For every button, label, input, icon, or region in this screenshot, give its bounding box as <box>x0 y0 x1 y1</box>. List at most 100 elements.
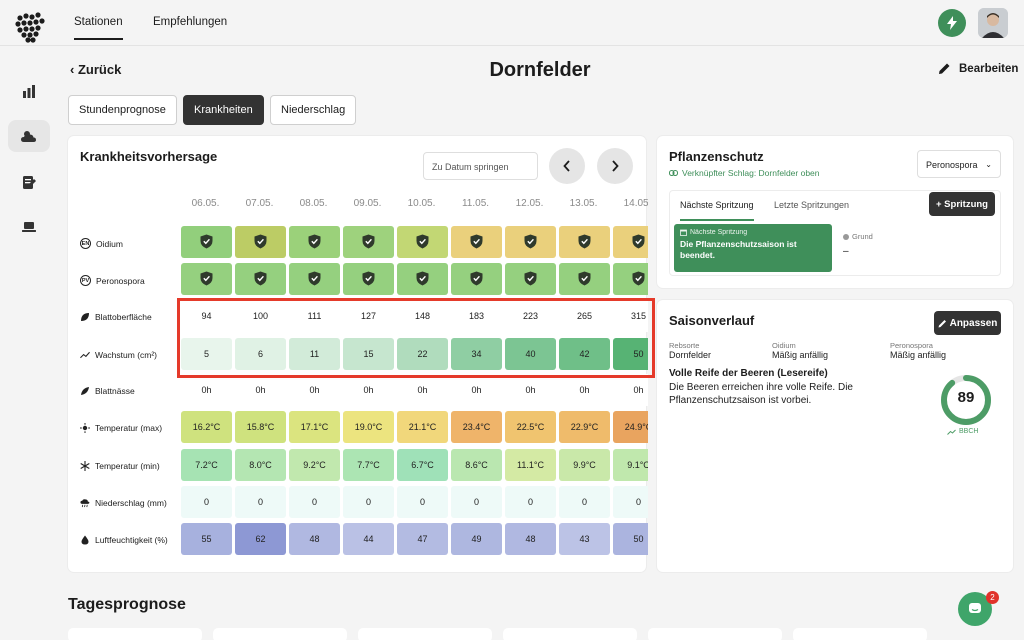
value-cell[interactable]: 48 <box>289 523 340 555</box>
value-cell[interactable]: 15.8°C <box>235 411 286 443</box>
linked-plot[interactable]: Verknüpfter Schlag: Dornfelder oben <box>669 168 820 178</box>
tab-last-spray[interactable]: Letzte Spritzungen <box>774 200 850 210</box>
daily-card[interactable] <box>358 628 492 640</box>
value-cell[interactable]: 0 <box>451 486 502 518</box>
risk-cell[interactable] <box>613 263 648 295</box>
sidebar-item-weather[interactable] <box>8 120 50 152</box>
value-cell[interactable]: 11.1°C <box>505 449 556 481</box>
value-cell[interactable]: 11 <box>289 338 340 370</box>
risk-cell[interactable] <box>451 226 502 258</box>
risk-cell[interactable] <box>343 226 394 258</box>
risk-cell[interactable] <box>613 226 648 258</box>
tab-krankheiten[interactable]: Krankheiten <box>183 95 264 125</box>
risk-cell[interactable] <box>289 263 340 295</box>
next-button[interactable] <box>597 148 633 184</box>
value-cell[interactable]: 0h <box>451 374 502 406</box>
risk-cell[interactable] <box>289 226 340 258</box>
value-cell[interactable]: 0h <box>181 374 232 406</box>
value-cell[interactable]: 0h <box>397 374 448 406</box>
risk-cell[interactable] <box>397 263 448 295</box>
value-cell[interactable]: 9.9°C <box>559 449 610 481</box>
tab-niederschlag[interactable]: Niederschlag <box>270 95 357 125</box>
value-cell[interactable]: 6 <box>235 338 286 370</box>
risk-cell[interactable] <box>559 263 610 295</box>
value-cell[interactable]: 0 <box>181 486 232 518</box>
adjust-button[interactable]: Anpassen <box>934 311 1001 335</box>
add-spray-button[interactable]: + Spritzung <box>929 192 995 216</box>
value-cell[interactable]: 22.5°C <box>505 411 556 443</box>
tab-next-spray[interactable]: Nächste Spritzung <box>680 200 754 221</box>
grape-logo-icon[interactable] <box>12 10 48 46</box>
value-cell[interactable]: 0h <box>613 374 648 406</box>
value-cell[interactable]: 265 <box>559 300 610 332</box>
value-cell[interactable]: 0 <box>235 486 286 518</box>
back-link[interactable]: ‹ Zurück <box>70 62 121 77</box>
value-cell[interactable]: 34 <box>451 338 502 370</box>
value-cell[interactable]: 8.6°C <box>451 449 502 481</box>
tab-empfehlungen[interactable]: Empfehlungen <box>153 16 228 28</box>
value-cell[interactable]: 0h <box>559 374 610 406</box>
value-cell[interactable]: 40 <box>505 338 556 370</box>
sidebar-item-charts[interactable] <box>8 75 50 107</box>
value-cell[interactable]: 7.2°C <box>181 449 232 481</box>
value-cell[interactable]: 0h <box>289 374 340 406</box>
risk-cell[interactable] <box>505 226 556 258</box>
value-cell[interactable]: 0 <box>289 486 340 518</box>
risk-cell[interactable] <box>559 226 610 258</box>
value-cell[interactable]: 22 <box>397 338 448 370</box>
date-jump-input[interactable]: Zu Datum springen <box>423 152 538 180</box>
edit-button[interactable]: Bearbeiten <box>938 62 1018 75</box>
value-cell[interactable]: 50 <box>613 338 648 370</box>
sidebar-item-notes[interactable] <box>8 166 50 198</box>
value-cell[interactable]: 24.9°C <box>613 411 648 443</box>
value-cell[interactable]: 16.2°C <box>181 411 232 443</box>
value-cell[interactable]: 21.1°C <box>397 411 448 443</box>
value-cell[interactable]: 0 <box>559 486 610 518</box>
value-cell[interactable]: 111 <box>289 300 340 332</box>
value-cell[interactable]: 0 <box>397 486 448 518</box>
disease-select[interactable]: Peronospora ⌄ <box>917 150 1001 178</box>
value-cell[interactable]: 47 <box>397 523 448 555</box>
value-cell[interactable]: 48 <box>505 523 556 555</box>
sidebar-item-device[interactable] <box>8 211 50 243</box>
value-cell[interactable]: 22.9°C <box>559 411 610 443</box>
value-cell[interactable]: 6.7°C <box>397 449 448 481</box>
value-cell[interactable]: 183 <box>451 300 502 332</box>
risk-cell[interactable] <box>181 226 232 258</box>
bolt-button[interactable] <box>938 9 966 37</box>
value-cell[interactable]: 9.1°C <box>613 449 648 481</box>
value-cell[interactable]: 19.0°C <box>343 411 394 443</box>
daily-card[interactable] <box>213 628 347 640</box>
value-cell[interactable]: 0h <box>505 374 556 406</box>
value-cell[interactable]: 315 <box>613 300 648 332</box>
value-cell[interactable]: 55 <box>181 523 232 555</box>
value-cell[interactable]: 223 <box>505 300 556 332</box>
daily-card[interactable] <box>793 628 927 640</box>
value-cell[interactable]: 127 <box>343 300 394 332</box>
prev-button[interactable] <box>549 148 585 184</box>
value-cell[interactable]: 23.4°C <box>451 411 502 443</box>
value-cell[interactable]: 0h <box>235 374 286 406</box>
value-cell[interactable]: 15 <box>343 338 394 370</box>
tab-stationen[interactable]: Stationen <box>74 16 123 40</box>
value-cell[interactable]: 17.1°C <box>289 411 340 443</box>
value-cell[interactable]: 9.2°C <box>289 449 340 481</box>
value-cell[interactable]: 42 <box>559 338 610 370</box>
value-cell[interactable]: 0 <box>343 486 394 518</box>
value-cell[interactable]: 0 <box>613 486 648 518</box>
daily-card[interactable] <box>648 628 782 640</box>
risk-cell[interactable] <box>343 263 394 295</box>
value-cell[interactable]: 43 <box>559 523 610 555</box>
value-cell[interactable]: 50 <box>613 523 648 555</box>
risk-cell[interactable] <box>451 263 502 295</box>
risk-cell[interactable] <box>505 263 556 295</box>
value-cell[interactable]: 7.7°C <box>343 449 394 481</box>
value-cell[interactable]: 49 <box>451 523 502 555</box>
value-cell[interactable]: 148 <box>397 300 448 332</box>
value-cell[interactable]: 44 <box>343 523 394 555</box>
risk-cell[interactable] <box>397 226 448 258</box>
value-cell[interactable]: 5 <box>181 338 232 370</box>
daily-card[interactable] <box>503 628 637 640</box>
risk-cell[interactable] <box>181 263 232 295</box>
chat-button[interactable] <box>958 592 992 626</box>
